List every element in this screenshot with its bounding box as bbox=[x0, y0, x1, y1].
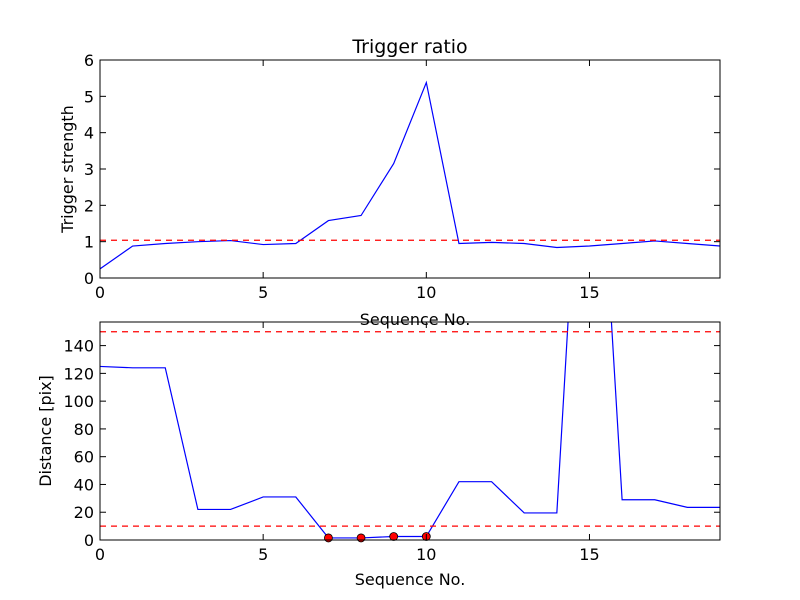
y-tick-label: 3 bbox=[84, 160, 94, 179]
y-axis-label: Trigger strength bbox=[58, 105, 77, 234]
y-tick-label: 1 bbox=[84, 233, 94, 252]
data-point-marker bbox=[356, 533, 366, 543]
y-tick-label: 0 bbox=[84, 269, 94, 288]
x-tick-label: 10 bbox=[416, 283, 436, 302]
x-tick-label: 0 bbox=[95, 283, 105, 302]
y-tick-label: 2 bbox=[84, 196, 94, 215]
y-tick-label: 120 bbox=[63, 364, 94, 383]
y-tick-label: 40 bbox=[74, 475, 94, 494]
x-tick-label: 15 bbox=[579, 545, 599, 564]
plot-area bbox=[100, 322, 720, 539]
y-tick-label: 80 bbox=[74, 420, 94, 439]
y-tick-label: 100 bbox=[63, 392, 94, 411]
series-line bbox=[100, 322, 720, 539]
y-tick-label: 5 bbox=[84, 87, 94, 106]
data-point-marker bbox=[389, 532, 399, 541]
axes-frame bbox=[99, 321, 721, 541]
trigger-ratio-panel: Trigger ratio Sequence No. Trigger stren… bbox=[58, 36, 721, 329]
plot-area bbox=[100, 80, 720, 270]
data-point-marker bbox=[324, 533, 333, 543]
x-axis-label: Sequence No. bbox=[360, 310, 471, 329]
chart-title: Trigger ratio bbox=[351, 36, 467, 58]
y-tick-label: 0 bbox=[84, 531, 94, 550]
x-tick-label: 0 bbox=[95, 545, 105, 564]
y-tick-label: 20 bbox=[74, 503, 94, 522]
y-tick-label: 60 bbox=[74, 448, 94, 467]
series-line bbox=[100, 80, 720, 270]
y-axis-label: Distance [pix] bbox=[36, 375, 55, 487]
y-tick-label: 4 bbox=[84, 124, 94, 143]
x-axis-label: Sequence No. bbox=[355, 570, 466, 589]
y-tick-label: 140 bbox=[63, 337, 94, 356]
x-tick-label: 15 bbox=[579, 283, 599, 302]
x-tick-label: 5 bbox=[258, 545, 268, 564]
x-tick-label: 10 bbox=[416, 545, 436, 564]
y-tick-label: 6 bbox=[84, 51, 94, 70]
distance-panel: Sequence No. Distance [pix] 0 5 10 15 0 20 40 6… bbox=[36, 321, 721, 589]
x-tick-label: 5 bbox=[258, 283, 268, 302]
